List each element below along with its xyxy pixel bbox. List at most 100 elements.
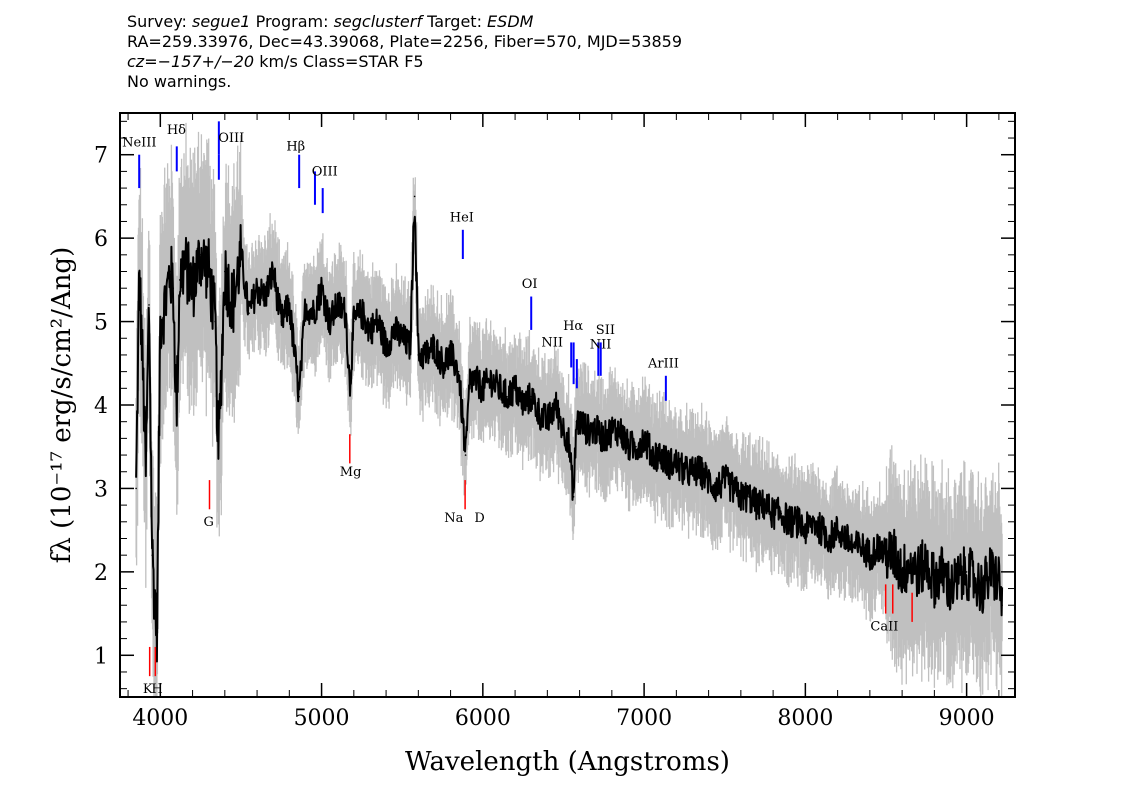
- flux-point: [248, 312, 250, 315]
- flux-point: [611, 429, 613, 431]
- flux-point: [156, 629, 158, 632]
- axes: 4000 5000 6000 7000 8000 9000 1 2 3 4 5 6 7: [94, 112, 1016, 731]
- flux-point: [264, 295, 266, 298]
- flux-point: [409, 345, 412, 348]
- flux-point: [715, 487, 718, 490]
- flux-point: [191, 287, 194, 290]
- flux-series: [135, 195, 1004, 663]
- flux-point: [159, 320, 162, 323]
- spectrum-header: Survey: segue1 Program: segclusterf Targ…: [127, 12, 682, 92]
- spectral-line-label: CaII: [870, 619, 898, 634]
- header-line-4: No warnings.: [127, 72, 232, 91]
- flux-point: [885, 554, 887, 556]
- flux-point: [151, 554, 154, 556]
- program-value: segclusterf: [333, 12, 422, 31]
- error-band: [135, 122, 1003, 697]
- flux-point: [893, 554, 895, 556]
- flux-point: [869, 554, 871, 556]
- flux-point: [973, 579, 976, 581]
- x-tick-label: 7000: [616, 706, 672, 731]
- spectral-line-label: G: [203, 515, 213, 530]
- header-line-3: cz=−157+/−20 km/s Class=STAR F5: [127, 52, 682, 72]
- redshift-value: cz=−157+/−20: [127, 52, 255, 71]
- flux-point: [336, 304, 339, 306]
- flux-point: [925, 562, 928, 565]
- error-band-path: [135, 122, 1003, 697]
- flux-point: [772, 512, 774, 515]
- y-tick-label: 4: [94, 394, 108, 419]
- flux-point: [635, 445, 637, 448]
- flux-point: [385, 345, 387, 348]
- spectral-line-label: NII: [590, 337, 612, 352]
- flux-point: [643, 437, 645, 440]
- target-value: ESDM: [487, 12, 534, 31]
- flux-point: [619, 429, 621, 431]
- flux-point: [413, 195, 416, 198]
- flux-point: [457, 370, 460, 373]
- spectral-line-label: Hδ: [167, 123, 186, 138]
- class-value: Class=STAR F5: [302, 52, 424, 71]
- flux-point: [449, 354, 452, 356]
- flux-point: [572, 496, 575, 498]
- flux-point: [933, 579, 936, 581]
- survey-label: Survey:: [127, 12, 187, 31]
- flux-point: [522, 404, 524, 406]
- flux-point: [214, 320, 216, 323]
- flux-point: [998, 579, 1000, 581]
- flux-point: [498, 387, 500, 390]
- flux-point: [877, 546, 879, 548]
- flux-point: [683, 470, 686, 473]
- flux-point: [659, 454, 661, 456]
- flux-point: [138, 270, 141, 273]
- y-tick-label: 3: [94, 477, 108, 502]
- spectral-line-label: SII: [596, 323, 615, 338]
- flux-point: [256, 287, 258, 290]
- flux-point: [288, 304, 291, 306]
- flux-point: [901, 571, 903, 573]
- flux-point: [514, 387, 516, 390]
- spectral-line-label: Na: [444, 511, 463, 526]
- flux-point: [675, 462, 678, 465]
- flux-point: [353, 320, 355, 323]
- flux-point: [861, 546, 863, 548]
- flux-point: [490, 379, 492, 381]
- flux-point: [224, 270, 226, 273]
- flux-point: [135, 487, 137, 490]
- flux-point: [361, 312, 363, 315]
- y-tick-label: 5: [94, 311, 108, 336]
- flux-point: [183, 262, 186, 265]
- flux-point: [178, 279, 181, 281]
- flux-point: [567, 437, 570, 440]
- spectral-line-label: Hα: [563, 319, 583, 334]
- flux-point: [740, 496, 742, 498]
- flux-point: [425, 354, 428, 356]
- program-label: Program:: [255, 12, 329, 31]
- flux-point: [651, 454, 653, 456]
- flux-point: [298, 395, 301, 398]
- flux-point: [828, 537, 831, 540]
- flux-point: [990, 571, 992, 573]
- x-tick-label: 6000: [455, 706, 511, 731]
- x-tick-label: 4000: [132, 706, 188, 731]
- flux-point: [575, 420, 578, 423]
- spectral-line-label: ArIII: [647, 356, 679, 371]
- flux-point: [546, 420, 549, 423]
- spectral-line-label: HeI: [450, 210, 474, 225]
- flux-point: [917, 571, 919, 573]
- flux-point: [207, 270, 210, 273]
- flux-point: [586, 429, 589, 431]
- flux-point: [594, 429, 597, 431]
- x-tick-label: 5000: [294, 706, 350, 731]
- flux-point: [153, 596, 156, 598]
- flux-point: [909, 562, 911, 565]
- flux-point: [377, 320, 379, 323]
- flux-point: [578, 420, 581, 423]
- flux-point: [1001, 604, 1003, 606]
- spectral-line-label: H: [151, 682, 162, 697]
- spectral-line-label: OIII: [312, 165, 338, 180]
- flux-point: [417, 354, 420, 356]
- flux-point: [812, 521, 815, 523]
- flux-point: [780, 512, 782, 515]
